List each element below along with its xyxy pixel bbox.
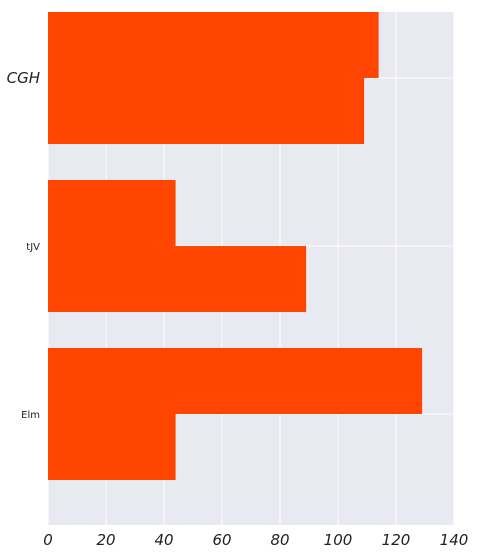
category-label-elm: Elm	[21, 410, 40, 421]
x-tick-labels: 0 20 40 60 80 100 120 140	[43, 531, 468, 549]
x-tick-label-80: 80	[270, 531, 289, 549]
x-tick-label-40: 40	[154, 531, 173, 549]
bar-elm-1	[48, 348, 423, 414]
category-label-cgh: CGH	[7, 69, 40, 87]
bar-cgh-1	[48, 12, 379, 78]
x-tick-label-20: 20	[96, 531, 115, 549]
bar-tjv-1	[48, 180, 176, 246]
x-tick-label-120: 120	[382, 531, 411, 549]
bars	[48, 12, 423, 480]
category-label-tjv: tJV	[26, 242, 40, 253]
x-tick-label-0: 0	[43, 531, 53, 549]
x-tick-label-100: 100	[324, 531, 353, 549]
bar-cgh-2	[48, 78, 365, 144]
bar-elm-2	[48, 414, 176, 480]
x-tick-label-60: 60	[212, 531, 231, 549]
bar-tjv-2	[48, 246, 307, 312]
category-labels: CGH tJV Elm	[7, 69, 41, 421]
x-tick-label-140: 140	[440, 531, 469, 549]
